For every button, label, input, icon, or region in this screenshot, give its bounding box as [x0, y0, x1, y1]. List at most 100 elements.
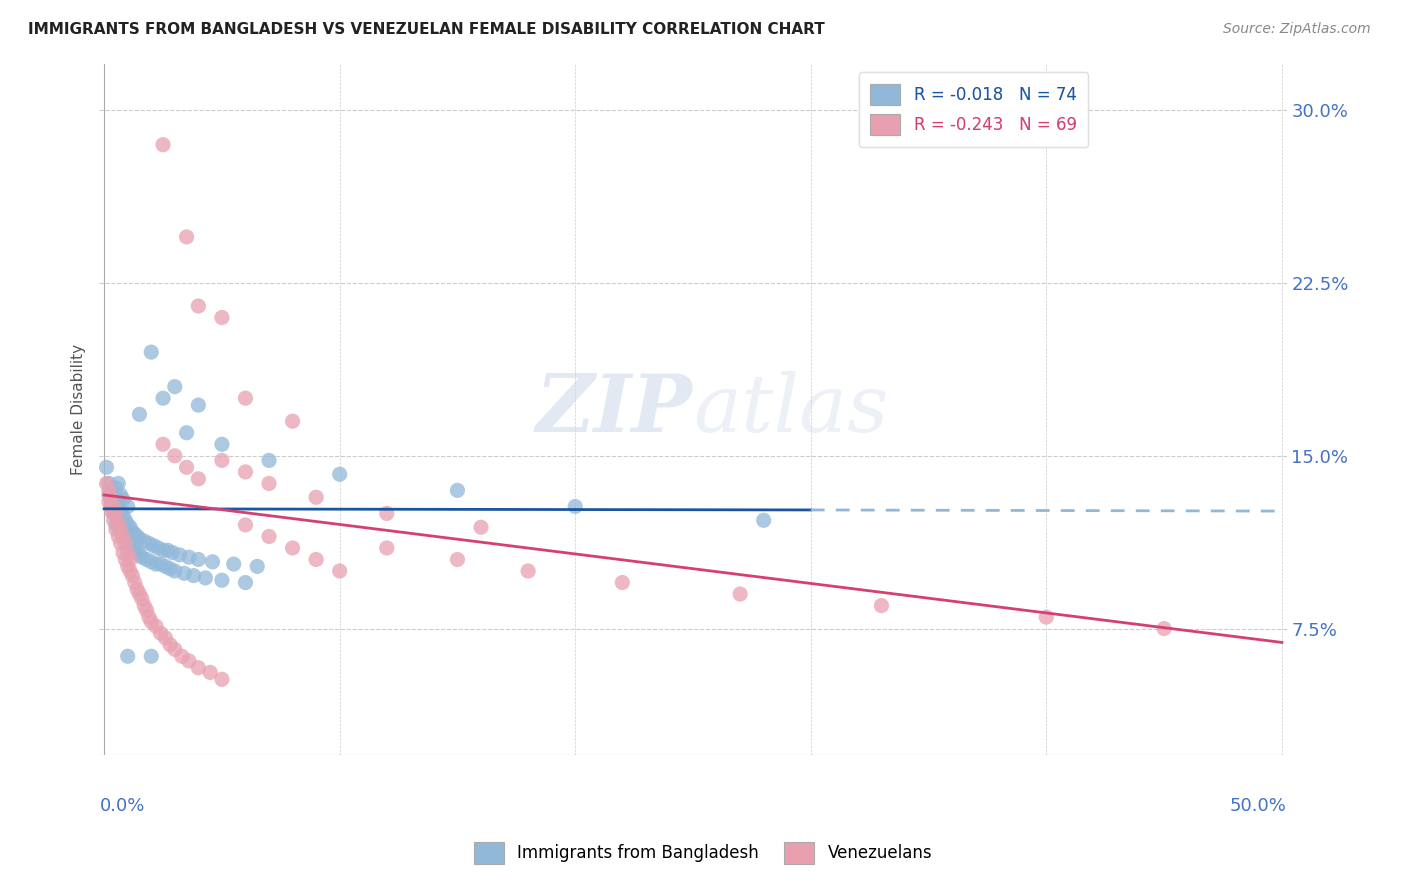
- Point: [211, 310, 233, 325]
- Point: [134, 599, 156, 613]
- Point: [257, 453, 280, 467]
- Point: [281, 414, 304, 428]
- Point: [134, 534, 156, 549]
- Point: [187, 472, 209, 486]
- Point: [120, 552, 142, 566]
- Point: [135, 603, 157, 617]
- Point: [235, 575, 257, 590]
- Point: [117, 649, 139, 664]
- Point: [177, 550, 200, 565]
- Point: [107, 513, 129, 527]
- Point: [111, 508, 134, 523]
- Point: [110, 523, 132, 537]
- Point: [100, 500, 122, 514]
- Point: [117, 545, 139, 559]
- Point: [110, 536, 132, 550]
- Point: [114, 552, 136, 566]
- Text: 0.0%: 0.0%: [100, 797, 145, 814]
- Point: [148, 541, 170, 555]
- Point: [128, 407, 150, 421]
- Point: [152, 437, 174, 451]
- Point: [163, 449, 186, 463]
- Point: [138, 536, 160, 550]
- Point: [163, 564, 186, 578]
- Point: [128, 532, 150, 546]
- Point: [103, 507, 125, 521]
- Point: [107, 476, 129, 491]
- Point: [176, 230, 198, 244]
- Point: [470, 520, 492, 534]
- Point: [163, 379, 186, 393]
- Point: [121, 541, 143, 555]
- Point: [100, 483, 122, 498]
- Point: [111, 492, 134, 507]
- Point: [110, 488, 132, 502]
- Point: [107, 529, 129, 543]
- Point: [375, 507, 398, 521]
- Point: [121, 524, 143, 539]
- Point: [201, 555, 224, 569]
- Point: [159, 638, 181, 652]
- Point: [156, 543, 179, 558]
- Point: [176, 425, 198, 440]
- Point: [870, 599, 893, 613]
- Point: [141, 615, 163, 629]
- Point: [120, 536, 142, 550]
- Point: [107, 516, 129, 530]
- Point: [142, 539, 165, 553]
- Point: [117, 559, 139, 574]
- Point: [222, 557, 245, 571]
- Point: [114, 529, 136, 543]
- Point: [163, 642, 186, 657]
- Legend: Immigrants from Bangladesh, Venezuelans: Immigrants from Bangladesh, Venezuelans: [467, 836, 939, 871]
- Point: [257, 529, 280, 543]
- Point: [235, 391, 257, 405]
- Point: [117, 534, 139, 549]
- Point: [104, 523, 127, 537]
- Point: [120, 564, 142, 578]
- Point: [138, 610, 160, 624]
- Point: [211, 437, 233, 451]
- Y-axis label: Female Disability: Female Disability: [72, 344, 86, 475]
- Point: [127, 529, 149, 543]
- Point: [211, 673, 233, 687]
- Point: [117, 517, 139, 532]
- Point: [145, 619, 167, 633]
- Point: [162, 545, 184, 559]
- Point: [97, 476, 120, 491]
- Point: [305, 490, 328, 504]
- Point: [111, 529, 134, 543]
- Point: [96, 460, 118, 475]
- Point: [124, 527, 146, 541]
- Point: [612, 575, 634, 590]
- Point: [198, 665, 221, 680]
- Point: [117, 500, 139, 514]
- Point: [246, 559, 269, 574]
- Point: [124, 575, 146, 590]
- Text: Source: ZipAtlas.com: Source: ZipAtlas.com: [1223, 22, 1371, 37]
- Point: [135, 552, 157, 566]
- Point: [103, 490, 125, 504]
- Point: [149, 557, 172, 571]
- Point: [329, 467, 352, 482]
- Point: [1035, 610, 1057, 624]
- Point: [187, 398, 209, 412]
- Point: [187, 299, 209, 313]
- Text: ZIP: ZIP: [536, 371, 693, 449]
- Point: [114, 536, 136, 550]
- Point: [107, 495, 129, 509]
- Point: [375, 541, 398, 555]
- Point: [159, 562, 181, 576]
- Point: [564, 500, 586, 514]
- Point: [110, 523, 132, 537]
- Point: [211, 453, 233, 467]
- Point: [752, 513, 775, 527]
- Point: [235, 465, 257, 479]
- Text: IMMIGRANTS FROM BANGLADESH VS VENEZUELAN FEMALE DISABILITY CORRELATION CHART: IMMIGRANTS FROM BANGLADESH VS VENEZUELAN…: [28, 22, 825, 37]
- Point: [111, 527, 134, 541]
- Point: [141, 345, 163, 359]
- Point: [1153, 622, 1175, 636]
- Point: [110, 504, 132, 518]
- Point: [152, 391, 174, 405]
- Point: [104, 500, 127, 514]
